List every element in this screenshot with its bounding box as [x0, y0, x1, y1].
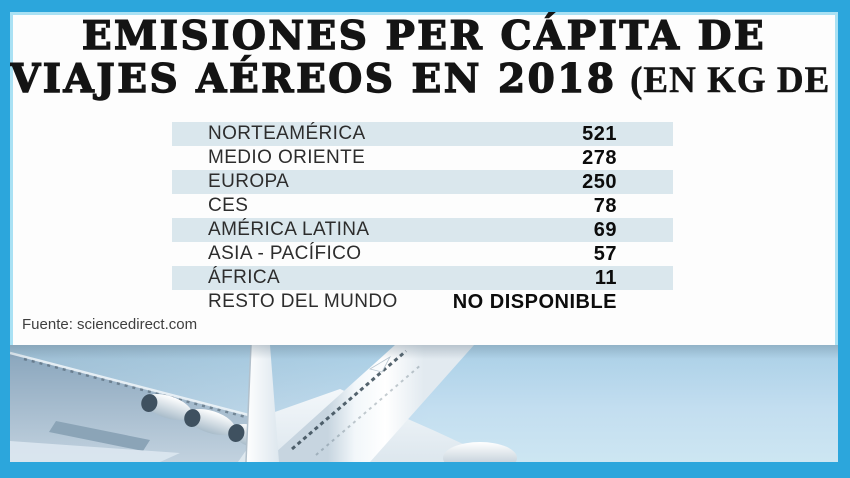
title-line-1: EMISIONES PER CÁPITA DE: [81, 13, 767, 59]
region-name: EUROPA: [208, 171, 290, 192]
airplane-fuselage: [265, 345, 474, 462]
antenna-fin: [368, 355, 392, 373]
title-line-2: VIAJES AÉREOS EN 2018 (EN KG DE CO2): [10, 56, 838, 102]
region-value: 250: [582, 170, 617, 193]
airplane-tail-fin: [245, 345, 279, 462]
region-name: ASIA - PACÍFICO: [208, 243, 362, 264]
table-row: AMÉRICA LATINA 69: [172, 218, 673, 242]
table-row: ÁFRICA 11: [172, 266, 673, 290]
airplane-engine: [443, 442, 517, 462]
region-name: ÁFRICA: [208, 267, 281, 288]
window-row: [315, 363, 423, 456]
far-wing: [10, 421, 180, 462]
window-row: [291, 349, 407, 451]
region-value: 57: [593, 242, 617, 265]
title-block: EMISIONES PER CÁPITA DE VIAJES AÉREOS EN…: [10, 13, 838, 102]
photo-top-shadow: [10, 345, 838, 359]
table-row: EUROPA 250: [172, 170, 673, 194]
table-row: CES 78: [172, 194, 673, 218]
region-value: NO DISPONIBLE: [452, 290, 617, 313]
region-value: 278: [582, 146, 617, 169]
table-row: NORTEAMÉRICA 521: [172, 122, 673, 146]
table-row: RESTO DEL MUNDO NO DISPONIBLE: [172, 290, 673, 314]
region-value: 78: [593, 194, 617, 217]
region-name: NORTEAMÉRICA: [208, 123, 366, 144]
region-value: 521: [582, 122, 617, 145]
title-line-2-main: VIAJES AÉREOS EN 2018: [10, 56, 617, 102]
region-value: 69: [593, 218, 617, 241]
infographic-panel: EMISIONES PER CÁPITA DE VIAJES AÉREOS EN…: [10, 12, 838, 462]
airplane-photo-art: [10, 345, 838, 462]
source-credit: Fuente: sciencedirect.com: [22, 316, 198, 333]
region-name: MEDIO ORIENTE: [208, 147, 366, 168]
title-line-2-unit: (EN KG DE CO2): [630, 60, 838, 102]
table-row: ASIA - PACÍFICO 57: [172, 242, 673, 266]
table-row: MEDIO ORIENTE 278: [172, 146, 673, 170]
region-name: CES: [208, 195, 249, 216]
region-name: AMÉRICA LATINA: [208, 219, 370, 240]
region-value: 11: [594, 266, 617, 289]
airplane-engine: [184, 408, 236, 436]
airplane-engine: [141, 393, 193, 421]
region-name: RESTO DEL MUNDO: [208, 291, 398, 312]
airplane-photo: [10, 345, 838, 462]
emissions-table: NORTEAMÉRICA 521 MEDIO ORIENTE 278 EUROP…: [172, 122, 673, 314]
